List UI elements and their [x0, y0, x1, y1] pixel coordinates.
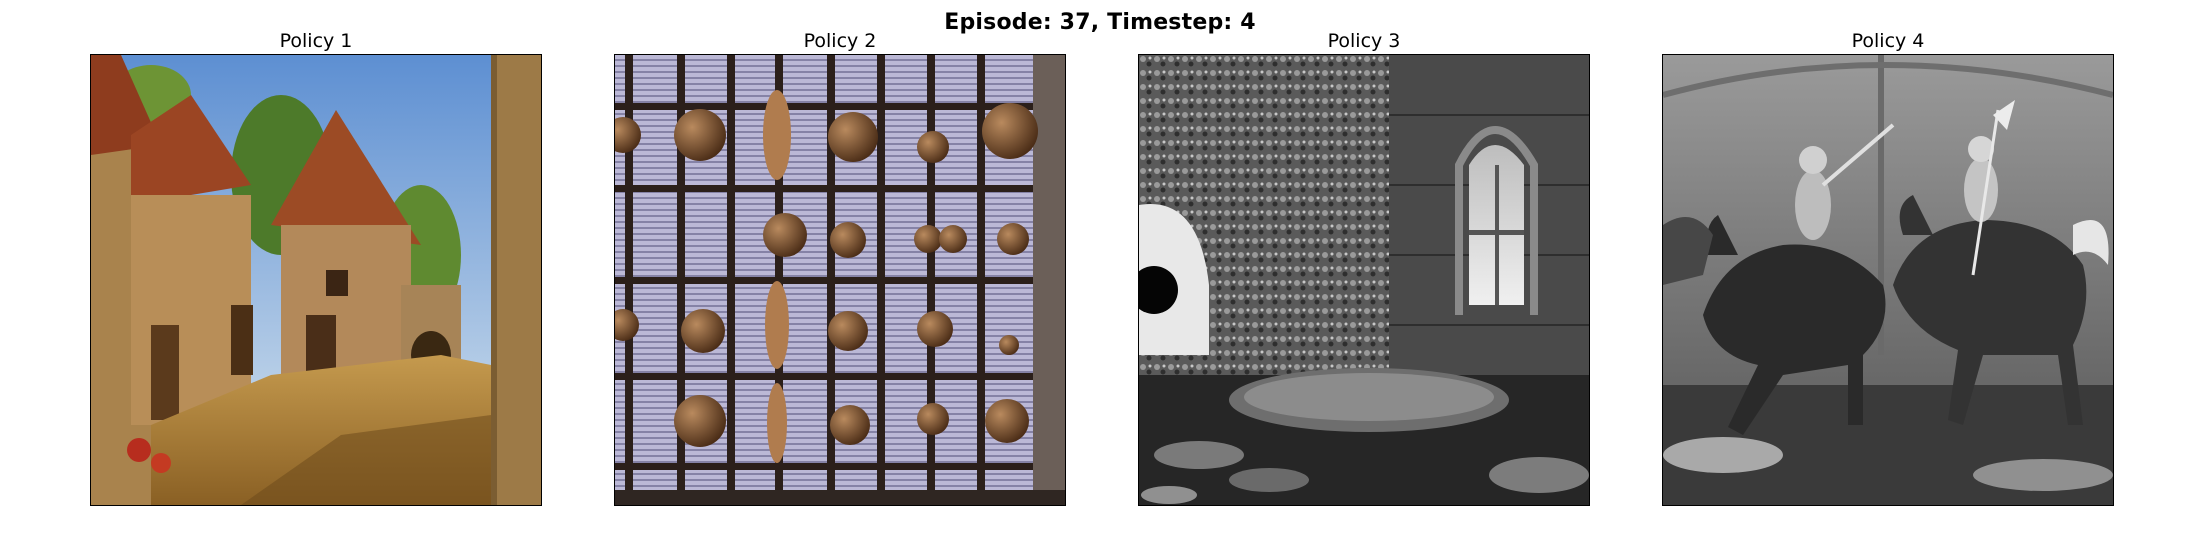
grayscale-stone-interior-icon — [1139, 55, 1589, 505]
grayscale-knights-on-horses-icon — [1663, 55, 2113, 505]
window-grid-with-spheres-icon — [615, 55, 1065, 505]
image-frame — [614, 54, 1066, 506]
panel-title: Policy 2 — [803, 30, 877, 52]
village-street-painting-icon — [91, 55, 541, 505]
panel-policy-2: Policy 2 — [614, 28, 1066, 506]
image-frame — [1138, 54, 1590, 506]
panel-policy-4: Policy 4 — [1662, 28, 2114, 506]
panel-policy-1: Policy 1 — [90, 28, 542, 506]
panel-title: Policy 4 — [1851, 30, 1925, 52]
panel-policy-3: Policy 3 — [1138, 28, 1590, 506]
figure-title: Episode: 37, Timestep: 4 — [944, 10, 1256, 35]
image-frame — [90, 54, 542, 506]
panel-title: Policy 3 — [1327, 30, 1401, 52]
image-frame — [1662, 54, 2114, 506]
panel-title: Policy 1 — [279, 30, 353, 52]
